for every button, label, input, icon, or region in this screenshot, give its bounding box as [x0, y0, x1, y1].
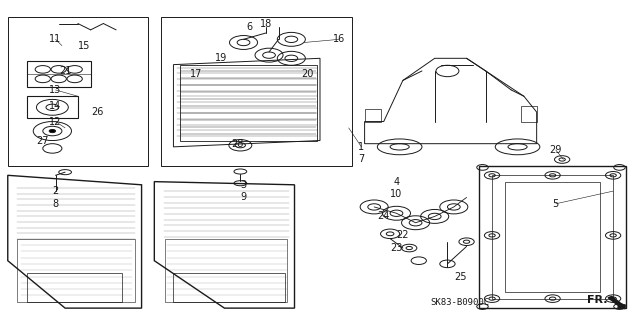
- Text: 24: 24: [378, 211, 390, 221]
- Text: 8: 8: [52, 199, 59, 209]
- Text: 18: 18: [260, 19, 272, 28]
- Bar: [161, 17, 352, 166]
- Bar: [164, 239, 287, 302]
- Bar: [27, 96, 78, 118]
- Text: 25: 25: [454, 271, 467, 281]
- Bar: [27, 62, 91, 87]
- Text: 22: 22: [397, 230, 409, 241]
- Ellipse shape: [49, 130, 56, 133]
- Text: 6: 6: [247, 22, 253, 32]
- Text: 26: 26: [91, 107, 103, 117]
- Text: 20: 20: [301, 69, 314, 79]
- Bar: [492, 175, 613, 299]
- Text: 4: 4: [394, 177, 399, 187]
- Text: 13: 13: [49, 85, 61, 95]
- Text: 15: 15: [78, 41, 90, 51]
- Text: 11: 11: [49, 34, 61, 44]
- Polygon shape: [8, 175, 141, 308]
- Text: 9: 9: [241, 192, 246, 203]
- Bar: [479, 166, 626, 308]
- Text: FR.: FR.: [587, 295, 607, 305]
- Bar: [521, 106, 537, 122]
- FancyArrow shape: [608, 296, 625, 308]
- Text: 2: 2: [52, 186, 59, 196]
- Text: 7: 7: [358, 154, 365, 165]
- Text: 14: 14: [49, 101, 61, 111]
- Text: 29: 29: [550, 145, 562, 155]
- Text: 1: 1: [358, 142, 365, 152]
- Text: 12: 12: [49, 116, 61, 127]
- Text: 27: 27: [36, 136, 49, 145]
- Bar: [365, 109, 381, 122]
- Bar: [8, 17, 148, 166]
- Text: 23: 23: [390, 243, 403, 253]
- Text: 28: 28: [231, 139, 243, 149]
- Text: 21: 21: [59, 66, 71, 76]
- Text: 17: 17: [189, 69, 202, 79]
- Text: 10: 10: [390, 189, 403, 199]
- Text: 5: 5: [553, 199, 559, 209]
- Text: 3: 3: [241, 180, 246, 190]
- Text: 16: 16: [333, 34, 345, 44]
- Bar: [180, 65, 317, 141]
- Text: 19: 19: [215, 53, 227, 63]
- Bar: [505, 182, 600, 292]
- Bar: [17, 239, 135, 302]
- Text: SK83-B0900C: SK83-B0900C: [431, 298, 490, 307]
- Polygon shape: [154, 182, 294, 308]
- Polygon shape: [365, 58, 537, 144]
